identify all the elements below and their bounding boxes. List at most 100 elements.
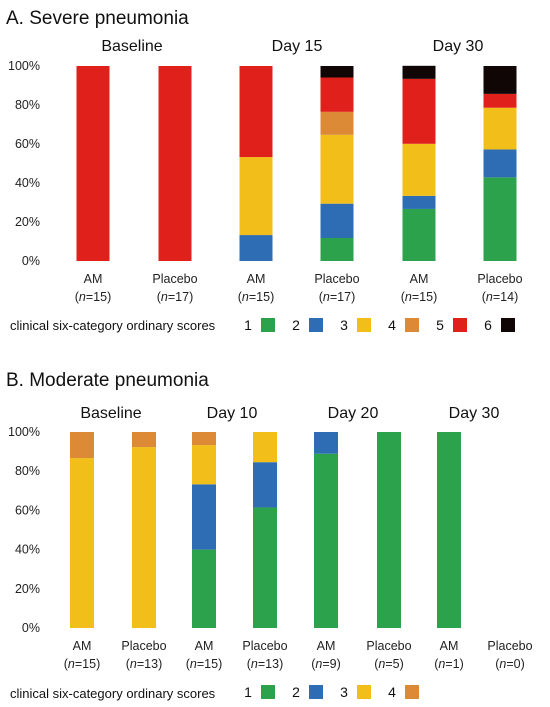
legend-swatch-score-4 bbox=[405, 318, 419, 332]
n-value: =17) bbox=[168, 290, 193, 304]
y-tick-label: 20% bbox=[15, 582, 40, 596]
n-symbol: n bbox=[323, 290, 330, 304]
x-sample-size-label: (n=5) bbox=[374, 657, 404, 671]
bar-segment-score-1 bbox=[320, 237, 354, 261]
paren-open: ( bbox=[247, 657, 252, 671]
x-sample-size-label: (n=17) bbox=[157, 290, 194, 304]
legend-label-score-1: 1 bbox=[244, 684, 252, 700]
legend-swatch-score-3 bbox=[357, 685, 371, 699]
group-label-baseline: Baseline bbox=[80, 405, 141, 422]
x-category-label: Placebo bbox=[477, 272, 522, 286]
x-sample-size-label: (n=13) bbox=[247, 657, 284, 671]
bar-segment-score-4 bbox=[70, 432, 94, 459]
group-label-day10: Day 10 bbox=[207, 405, 258, 422]
bar-segment-score-5 bbox=[239, 66, 273, 158]
n-symbol: n bbox=[378, 657, 385, 671]
legend-label-score-4: 4 bbox=[388, 317, 396, 333]
bar-segment-score-1 bbox=[402, 208, 436, 261]
legend-swatch-score-4 bbox=[405, 685, 419, 699]
bar-segment-score-6 bbox=[483, 66, 517, 94]
group-label-baseline: Baseline bbox=[101, 38, 162, 55]
n-symbol: n bbox=[161, 290, 168, 304]
group-label-day20: Day 20 bbox=[328, 405, 379, 422]
legend-swatch-score-3 bbox=[357, 318, 371, 332]
legend-label-score-4: 4 bbox=[388, 684, 396, 700]
bar-segment-score-4 bbox=[192, 432, 216, 446]
bar-stacks bbox=[70, 432, 461, 628]
y-tick-label: 100% bbox=[8, 59, 40, 73]
legend-swatch-score-2 bbox=[309, 685, 323, 699]
x-category-label: Placebo bbox=[366, 639, 411, 653]
y-axis: 0% 20% 40% 60% 80% 100% bbox=[8, 425, 40, 635]
paren-open: ( bbox=[238, 290, 243, 304]
bar-segment-score-2 bbox=[483, 149, 517, 178]
x-category-label: AM bbox=[440, 639, 459, 653]
x-category-label: AM bbox=[410, 272, 429, 286]
n-value: =1) bbox=[445, 657, 463, 671]
bar-segment-score-1 bbox=[192, 549, 216, 628]
n-value: =13) bbox=[258, 657, 283, 671]
x-axis-labels: AM(n=15)Placebo(n=13)AM(n=15)Placebo(n=1… bbox=[64, 639, 533, 671]
paren-open: ( bbox=[374, 657, 379, 671]
bar-segment-score-3 bbox=[70, 458, 94, 628]
paren-open: ( bbox=[495, 657, 500, 671]
n-value: =5) bbox=[385, 657, 403, 671]
n-value: =13) bbox=[137, 657, 162, 671]
legend-title: clinical six-category ordinary scores bbox=[10, 318, 216, 333]
paren-open: ( bbox=[482, 290, 487, 304]
y-tick-label: 80% bbox=[15, 98, 40, 112]
x-category-label: Placebo bbox=[314, 272, 359, 286]
legend-swatch-score-6 bbox=[501, 318, 515, 332]
bar-segment-score-5 bbox=[483, 93, 517, 108]
paren-open: ( bbox=[401, 290, 406, 304]
bar-segment-score-5 bbox=[320, 77, 354, 112]
bar-segment-score-3 bbox=[320, 134, 354, 204]
x-category-label: AM bbox=[84, 272, 103, 286]
x-sample-size-label: (n=0) bbox=[495, 657, 525, 671]
bar-segment-score-4 bbox=[320, 111, 354, 135]
bar-segment-score-3 bbox=[402, 143, 436, 196]
bar-segment-score-2 bbox=[253, 462, 277, 508]
bar-segment-score-1 bbox=[483, 177, 517, 261]
paren-open: ( bbox=[64, 657, 69, 671]
y-tick-label: 60% bbox=[15, 503, 40, 517]
n-symbol: n bbox=[79, 290, 86, 304]
panel-severe-pneumonia: A. Severe pneumonia Baseline Day 15 Day … bbox=[6, 8, 523, 333]
y-tick-label: 40% bbox=[15, 176, 40, 190]
bar-stacks bbox=[76, 65, 517, 261]
legend-label-score-1: 1 bbox=[244, 317, 252, 333]
bar-segment-score-2 bbox=[239, 235, 273, 261]
bar-segment-score-1 bbox=[377, 432, 401, 628]
x-category-label: AM bbox=[247, 272, 266, 286]
y-tick-label: 40% bbox=[15, 543, 40, 557]
x-sample-size-label: (n=17) bbox=[319, 290, 356, 304]
x-category-label: Placebo bbox=[487, 639, 532, 653]
y-tick-label: 60% bbox=[15, 137, 40, 151]
bar-segment-score-3 bbox=[239, 157, 273, 236]
x-sample-size-label: (n=15) bbox=[64, 657, 101, 671]
n-symbol: n bbox=[499, 657, 506, 671]
n-symbol: n bbox=[438, 657, 445, 671]
legend: clinical six-category ordinary scores 1 2… bbox=[10, 684, 419, 701]
n-value: =15) bbox=[412, 290, 437, 304]
n-value: =15) bbox=[75, 657, 100, 671]
bar-segment-score-6 bbox=[402, 65, 436, 79]
bar-segment-score-6 bbox=[320, 66, 354, 78]
n-symbol: n bbox=[130, 657, 137, 671]
n-value: =15) bbox=[86, 290, 111, 304]
n-symbol: n bbox=[190, 657, 197, 671]
bar-segment-score-3 bbox=[192, 445, 216, 485]
x-sample-size-label: (n=15) bbox=[401, 290, 438, 304]
bar-segment-score-1 bbox=[253, 507, 277, 628]
x-category-label: AM bbox=[73, 639, 92, 653]
bar-segment-score-2 bbox=[192, 484, 216, 550]
panel-moderate-pneumonia: B. Moderate pneumonia Baseline Day 10 Da… bbox=[6, 370, 533, 701]
n-value: =14) bbox=[493, 290, 518, 304]
panel-title: A. Severe pneumonia bbox=[6, 8, 189, 29]
n-value: =15) bbox=[197, 657, 222, 671]
x-category-label: Placebo bbox=[152, 272, 197, 286]
legend-swatch-score-2 bbox=[309, 318, 323, 332]
x-sample-size-label: (n=1) bbox=[434, 657, 464, 671]
paren-open: ( bbox=[126, 657, 131, 671]
